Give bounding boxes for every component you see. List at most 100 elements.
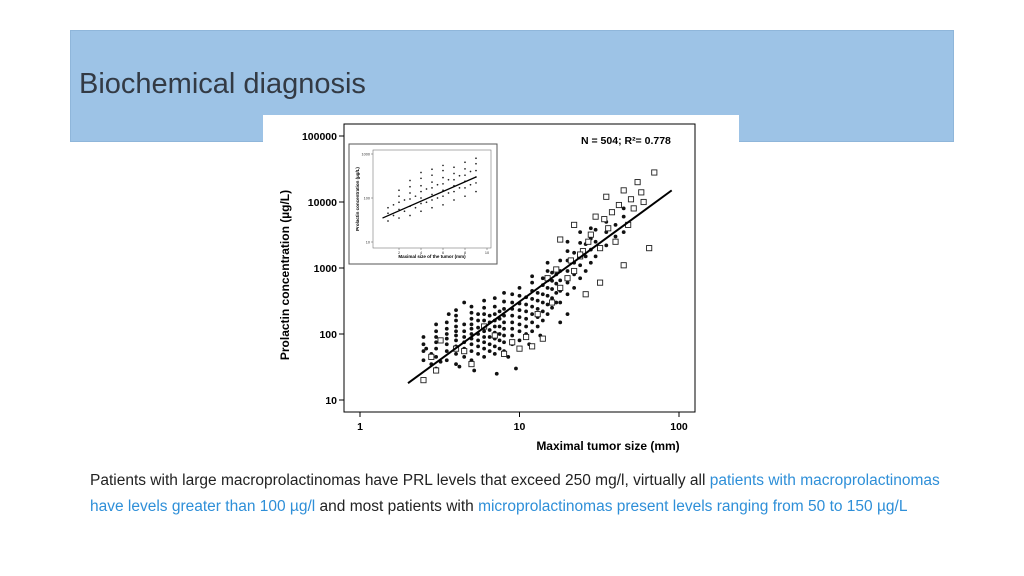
data-point xyxy=(492,296,497,300)
data-point xyxy=(535,290,540,295)
inset-data-point xyxy=(409,179,411,182)
inset-data-point xyxy=(464,195,466,198)
data-point xyxy=(517,308,522,313)
data-point xyxy=(469,316,474,321)
inset-data-point xyxy=(458,174,461,177)
inset-data-point xyxy=(453,166,455,169)
data-point xyxy=(517,338,522,343)
inset-plot-frame xyxy=(372,149,492,249)
data-point xyxy=(554,300,559,305)
data-point xyxy=(421,335,426,339)
data-point-square xyxy=(627,196,635,203)
inset-y-axis-label: Prolactin concentration (µg/L) xyxy=(355,167,360,231)
data-point xyxy=(565,249,570,254)
data-point xyxy=(510,326,515,331)
inset-data-point xyxy=(431,168,433,171)
inset-data-point xyxy=(442,203,444,206)
data-point xyxy=(535,324,540,329)
caption-unit-ugl-1: µg/l xyxy=(289,497,316,515)
data-point xyxy=(454,362,458,366)
inset-data-point xyxy=(442,176,444,179)
inset-x-axis-label: Maximal size of the tumor (mm) xyxy=(398,254,466,259)
data-point xyxy=(457,364,462,369)
data-point xyxy=(434,329,439,334)
caption-part-1: Patients with large macroprolactinomas h… xyxy=(90,472,596,489)
data-point-square xyxy=(437,337,444,344)
data-point xyxy=(517,293,522,298)
data-point xyxy=(524,309,529,314)
data-point xyxy=(565,269,570,273)
inset-chart: 2 4 6 8 10 1000 100 10 Maximal size of the tumo… xyxy=(348,143,498,265)
inset-data-point xyxy=(475,169,477,172)
data-point xyxy=(621,230,626,234)
data-point xyxy=(487,349,492,354)
data-point xyxy=(530,304,535,309)
inset-data-point xyxy=(469,183,472,186)
data-point xyxy=(476,351,480,356)
data-point xyxy=(472,368,477,373)
data-point xyxy=(492,304,497,309)
inset-x-tick-label: 4 xyxy=(420,251,422,255)
inset-data-point xyxy=(392,203,395,206)
data-point xyxy=(565,239,570,244)
data-point xyxy=(434,354,439,359)
inset-data-point xyxy=(420,197,422,199)
data-point xyxy=(492,344,497,349)
data-point xyxy=(424,346,429,351)
data-point xyxy=(517,329,522,334)
data-point xyxy=(502,299,506,304)
data-point xyxy=(514,366,518,371)
data-point-square xyxy=(553,266,560,273)
data-point xyxy=(492,324,497,329)
data-point xyxy=(558,278,563,283)
inset-data-point xyxy=(464,167,466,170)
inset-data-point xyxy=(409,192,411,194)
data-point xyxy=(482,312,487,317)
data-point xyxy=(588,226,593,231)
data-point xyxy=(545,293,550,298)
inset-frame xyxy=(348,143,498,265)
data-point xyxy=(510,292,515,297)
data-point-square xyxy=(638,189,645,196)
data-point xyxy=(604,243,609,248)
data-point-square xyxy=(585,238,592,245)
data-point xyxy=(444,349,449,354)
inset-y-tick-label: 1000 xyxy=(362,152,370,156)
x-tick-label: 100 xyxy=(670,421,688,433)
data-point xyxy=(545,285,550,290)
data-point xyxy=(583,254,588,259)
data-point-square xyxy=(557,284,564,291)
data-point-square xyxy=(539,335,546,342)
data-point xyxy=(545,302,550,307)
data-point-square xyxy=(630,205,637,212)
data-point xyxy=(502,320,506,325)
data-point xyxy=(497,324,502,329)
data-point xyxy=(454,333,458,338)
data-point xyxy=(497,309,502,314)
data-point-square xyxy=(433,367,440,374)
data-point-square xyxy=(523,333,530,341)
data-point xyxy=(487,313,492,318)
data-point-square xyxy=(640,198,647,206)
data-point xyxy=(578,241,583,245)
data-point xyxy=(492,351,497,356)
data-point-square xyxy=(557,236,564,243)
data-point xyxy=(434,322,439,327)
inset-y-tick-label: 100 xyxy=(364,196,370,200)
inset-data-point xyxy=(403,199,406,201)
data-point xyxy=(613,234,618,239)
data-point xyxy=(454,329,458,334)
y-tick-label: 10000 xyxy=(308,197,337,209)
data-point-square xyxy=(620,262,627,269)
data-point xyxy=(565,312,570,317)
data-point-square xyxy=(428,353,435,360)
data-point xyxy=(434,335,439,339)
data-point xyxy=(572,285,577,290)
data-point xyxy=(535,307,540,311)
data-point xyxy=(583,269,588,273)
caption: Patients with large macroprolactinomas h… xyxy=(90,468,940,519)
data-point xyxy=(530,297,535,301)
data-point xyxy=(545,312,550,317)
data-point xyxy=(482,298,487,303)
data-point xyxy=(454,324,458,329)
